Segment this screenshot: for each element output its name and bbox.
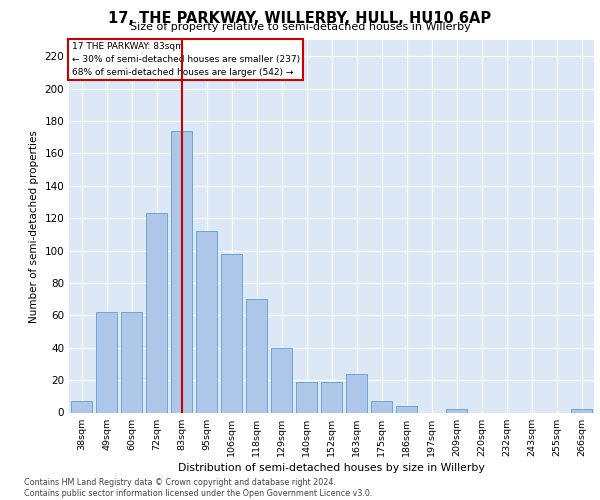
Bar bbox=[296, 382, 317, 412]
Bar bbox=[71, 401, 92, 412]
Bar bbox=[446, 410, 467, 412]
Bar bbox=[121, 312, 142, 412]
Text: Size of property relative to semi-detached houses in Willerby: Size of property relative to semi-detach… bbox=[130, 22, 470, 32]
Bar bbox=[271, 348, 292, 412]
X-axis label: Distribution of semi-detached houses by size in Willerby: Distribution of semi-detached houses by … bbox=[178, 462, 485, 472]
Bar bbox=[371, 401, 392, 412]
Bar bbox=[321, 382, 342, 412]
Bar bbox=[196, 231, 217, 412]
Bar bbox=[221, 254, 242, 412]
Text: Contains HM Land Registry data © Crown copyright and database right 2024.
Contai: Contains HM Land Registry data © Crown c… bbox=[24, 478, 373, 498]
Text: 17, THE PARKWAY, WILLERBY, HULL, HU10 6AP: 17, THE PARKWAY, WILLERBY, HULL, HU10 6A… bbox=[109, 11, 491, 26]
Y-axis label: Number of semi-detached properties: Number of semi-detached properties bbox=[29, 130, 39, 322]
Text: 17 THE PARKWAY: 83sqm
← 30% of semi-detached houses are smaller (237)
68% of sem: 17 THE PARKWAY: 83sqm ← 30% of semi-deta… bbox=[71, 42, 300, 76]
Bar bbox=[571, 410, 592, 412]
Bar bbox=[346, 374, 367, 412]
Bar bbox=[246, 299, 267, 412]
Bar bbox=[146, 214, 167, 412]
Bar bbox=[96, 312, 117, 412]
Bar bbox=[396, 406, 417, 412]
Bar bbox=[171, 130, 192, 412]
